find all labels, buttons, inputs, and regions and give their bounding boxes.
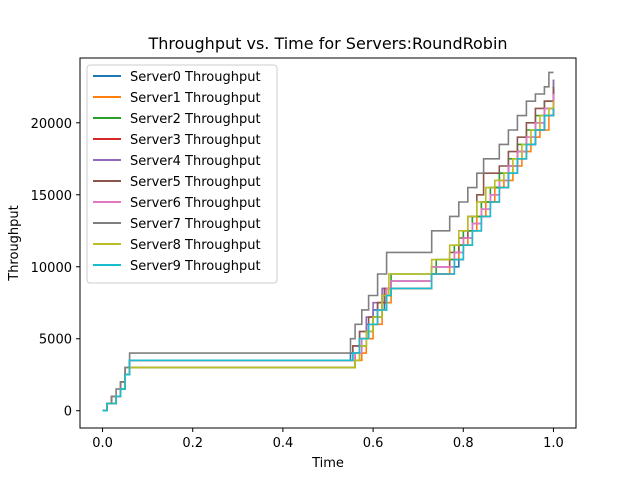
legend-label-server7: Server7 Throughput	[130, 217, 261, 232]
x-tick-label: 0.2	[182, 436, 203, 451]
legend-label-server6: Server6 Throughput	[130, 196, 261, 211]
legend: Server0 Throughput Server1 Throughput Serv…	[86, 64, 278, 284]
x-tick-label: 0.4	[273, 436, 294, 451]
x-tick-label: 0.6	[363, 436, 384, 451]
y-tick-label: 5000	[39, 333, 72, 348]
legend-label-server0: Server0 Throughput	[130, 70, 261, 85]
series-layer	[102, 71, 555, 412]
x-axis: 0.0 0.2 0.4 0.6 0.8 1.0	[92, 428, 564, 451]
plot-area	[102, 71, 555, 412]
y-axis: 0 5000 10000 15000 20000	[31, 117, 80, 420]
y-axis-label: Throughput	[7, 205, 22, 282]
legend-label-server4: Server4 Throughput	[130, 154, 261, 169]
legend-label-server2: Server2 Throughput	[130, 112, 261, 127]
y-tick-label: 20000	[31, 117, 72, 132]
legend-label-server1: Server1 Throughput	[130, 91, 261, 106]
plot-frame	[79, 57, 577, 429]
x-tick-label: 0.8	[453, 436, 474, 451]
legend-label-server3: Server3 Throughput	[130, 133, 261, 148]
legend-label-server8: Server8 Throughput	[130, 238, 261, 253]
legend-label-server5: Server5 Throughput	[130, 175, 261, 190]
y-tick-label: 10000	[31, 261, 72, 276]
y-tick-label: 15000	[31, 189, 72, 204]
series-line-server9	[102, 108, 555, 412]
legend-box	[86, 64, 278, 284]
x-axis-label: Time	[311, 456, 344, 471]
y-tick-label: 0	[64, 405, 72, 420]
legend-label-server9: Server9 Throughput	[130, 259, 261, 274]
x-tick-label: 0.0	[92, 436, 113, 451]
chart-title: Throughput vs. Time for Servers:RoundRob…	[147, 34, 507, 53]
x-tick-label: 1.0	[543, 436, 564, 451]
